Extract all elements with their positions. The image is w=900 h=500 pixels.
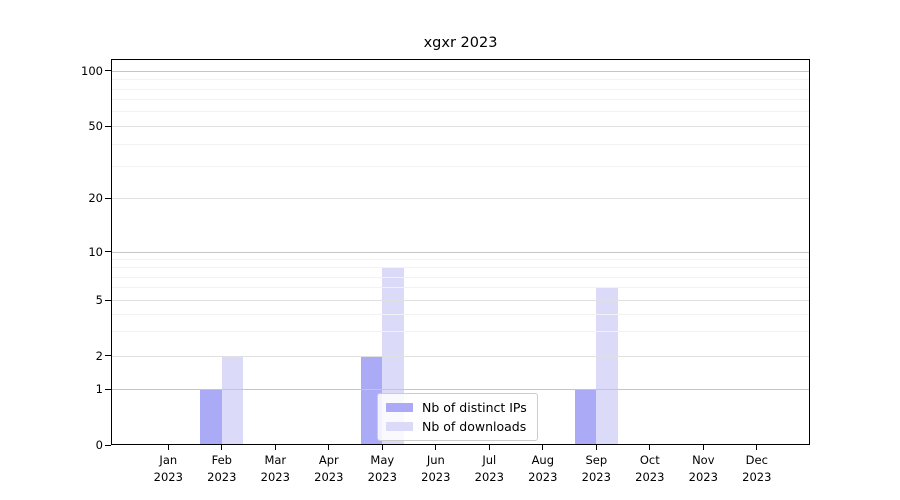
x-tick-year: 2023 xyxy=(528,469,558,484)
x-tick-mark xyxy=(167,445,169,450)
gridline-minor xyxy=(112,88,809,90)
x-tick-year: 2023 xyxy=(688,469,718,484)
x-tick-mark xyxy=(274,445,276,450)
x-tick-label: Apr 2023 xyxy=(297,452,361,485)
x-tick-year: 2023 xyxy=(742,469,772,484)
x-tick-label: Jun 2023 xyxy=(404,452,468,485)
y-tick-label: 10 xyxy=(88,244,103,259)
x-tick-year: 2023 xyxy=(260,469,290,484)
x-tick-year: 2023 xyxy=(474,469,504,484)
y-tick-label: 2 xyxy=(95,348,103,363)
gridline-minor xyxy=(112,267,809,269)
x-tick-month: Jul xyxy=(482,453,497,467)
bar-downloads xyxy=(221,355,244,444)
gridline-minor xyxy=(112,276,809,278)
x-tick-label: Aug 2023 xyxy=(511,452,575,485)
y-tick-mark xyxy=(105,125,111,127)
x-tick-year: 2023 xyxy=(421,469,451,484)
gridline-major xyxy=(112,198,809,200)
x-tick-label: Jul 2023 xyxy=(457,452,521,485)
gridline-minor xyxy=(112,99,809,101)
bar-distinct-ips xyxy=(360,355,383,444)
x-tick-month: Jan xyxy=(159,453,178,467)
x-tick-mark xyxy=(702,445,704,450)
x-tick-mark xyxy=(328,445,330,450)
x-tick-mark xyxy=(221,445,223,450)
y-tick-label: 50 xyxy=(88,119,103,133)
x-tick-label: Dec 2023 xyxy=(725,452,789,485)
gridline-minor xyxy=(112,313,809,315)
x-tick-month: Mar xyxy=(264,453,287,467)
x-tick-mark xyxy=(595,445,597,450)
x-tick-mark xyxy=(381,445,383,450)
y-tick-label: 0 xyxy=(95,438,103,452)
x-tick-year: 2023 xyxy=(207,469,237,484)
x-tick-label: Mar 2023 xyxy=(243,452,307,485)
x-tick-month: May xyxy=(370,453,395,467)
gridline-minor xyxy=(112,111,809,113)
y-tick-mark xyxy=(105,70,111,72)
x-tick-label: May 2023 xyxy=(350,452,414,485)
x-tick-month: Jun xyxy=(426,453,445,467)
x-tick-year: 2023 xyxy=(581,469,611,484)
x-tick-label: Oct 2023 xyxy=(618,452,682,485)
legend: Nb of distinct IPs Nb of downloads xyxy=(377,393,538,441)
x-tick-month: Aug xyxy=(531,453,555,467)
x-tick-label: Jan 2023 xyxy=(136,452,200,485)
legend-label-distinct-ips: Nb of distinct IPs xyxy=(422,400,527,415)
plot-area xyxy=(111,59,810,445)
gridline-major xyxy=(112,70,809,72)
x-tick-month: Apr xyxy=(318,453,339,467)
y-tick-label: 20 xyxy=(88,191,103,206)
bar-distinct-ips xyxy=(574,389,597,444)
x-tick-year: 2023 xyxy=(635,469,665,484)
x-tick-mark xyxy=(542,445,544,450)
x-tick-label: Feb 2023 xyxy=(190,452,254,485)
legend-item-downloads: Nb of downloads xyxy=(386,419,527,434)
x-tick-month: Nov xyxy=(692,453,715,467)
gridline-major xyxy=(112,251,809,253)
bar-downloads xyxy=(596,287,618,444)
y-tick-label: 5 xyxy=(95,293,103,307)
y-tick-mark xyxy=(105,197,111,199)
gridline-minor xyxy=(112,259,809,261)
chart-title: xgxr 2023 xyxy=(423,35,498,51)
x-tick-year: 2023 xyxy=(153,469,183,484)
x-tick-mark xyxy=(756,445,758,450)
x-tick-month: Sep xyxy=(585,453,608,467)
gridline-minor xyxy=(112,79,809,81)
y-tick-mark xyxy=(105,299,111,301)
x-tick-year: 2023 xyxy=(367,469,397,484)
legend-swatch-distinct-ips-icon xyxy=(386,403,413,412)
bar-distinct-ips xyxy=(200,389,222,444)
y-tick-mark xyxy=(105,388,111,390)
gridline-minor xyxy=(112,287,809,289)
y-tick-mark xyxy=(105,355,111,357)
gridline-major xyxy=(112,389,809,390)
legend-label-downloads: Nb of downloads xyxy=(422,419,527,434)
x-tick-mark xyxy=(488,445,490,450)
gridline-major xyxy=(112,300,809,301)
x-tick-mark xyxy=(649,445,651,450)
y-tick-label: 1 xyxy=(95,382,103,396)
gridline-major xyxy=(112,355,809,357)
x-tick-month: Dec xyxy=(745,453,768,467)
x-tick-label: Nov 2023 xyxy=(671,452,735,485)
gridline-minor xyxy=(112,331,809,333)
x-tick-month: Feb xyxy=(211,453,232,467)
x-tick-mark xyxy=(435,445,437,450)
y-tick-label: 100 xyxy=(81,63,103,78)
gridline-major xyxy=(112,126,809,127)
y-tick-mark xyxy=(105,251,111,253)
gridline-minor xyxy=(112,166,809,168)
legend-item-distinct-ips: Nb of distinct IPs xyxy=(386,400,527,415)
x-tick-month: Oct xyxy=(639,453,660,467)
x-tick-year: 2023 xyxy=(314,469,344,484)
y-tick-mark xyxy=(105,444,111,446)
gridline-minor xyxy=(112,143,809,145)
x-tick-label: Sep 2023 xyxy=(564,452,628,485)
legend-swatch-downloads-icon xyxy=(386,422,413,431)
